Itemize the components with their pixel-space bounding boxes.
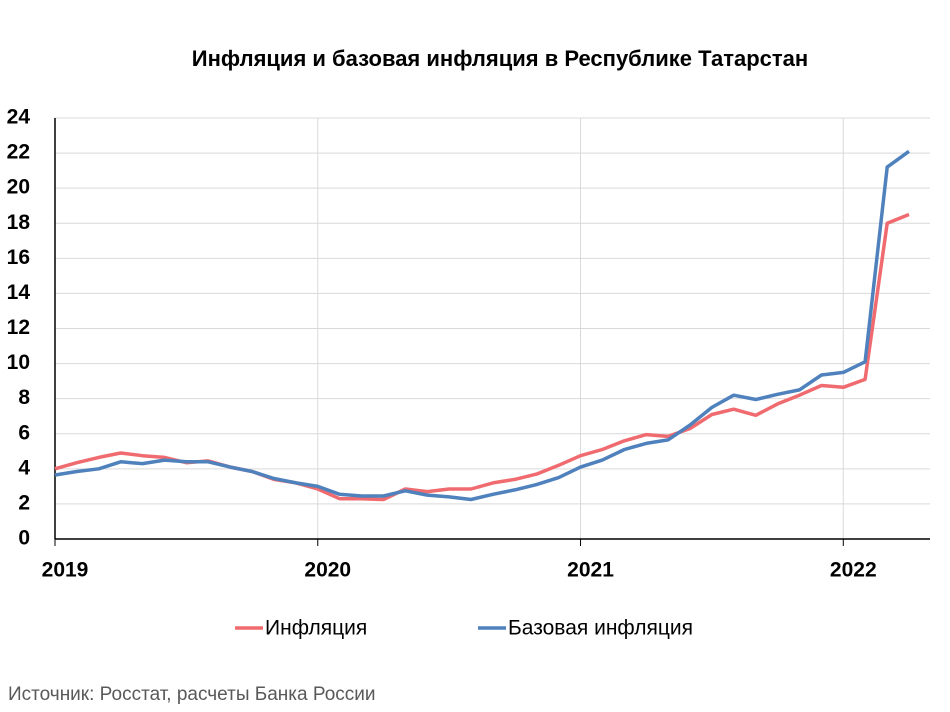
- chart-title: Инфляция и базовая инфляция в Республике…: [192, 46, 808, 71]
- legend-label: Базовая инфляция: [508, 617, 693, 640]
- y-tick-label: 4: [18, 456, 30, 479]
- y-tick-label: 2: [18, 491, 30, 514]
- y-tick-label: 22: [7, 141, 30, 164]
- y-tick-label: 6: [18, 421, 30, 444]
- y-tick-label: 16: [7, 246, 30, 269]
- legend-label: Инфляция: [265, 617, 367, 640]
- x-tick-label: 2019: [42, 559, 89, 582]
- y-tick-label: 12: [7, 316, 30, 339]
- y-tick-label: 18: [7, 211, 31, 234]
- y-tick-label: 24: [7, 106, 31, 129]
- x-tick-label: 2020: [304, 559, 351, 582]
- y-tick-label: 0: [18, 527, 30, 550]
- data-line: [54, 149, 911, 502]
- y-tick-label: 8: [18, 386, 30, 409]
- source-note: Источник: Росстат, расчеты Банка России: [8, 684, 376, 705]
- y-tick-label: 20: [7, 176, 30, 199]
- x-tick-label: 2021: [567, 559, 614, 582]
- y-tick-label: 10: [7, 351, 30, 374]
- x-tick-label: 2022: [830, 559, 877, 582]
- y-tick-label: 14: [7, 281, 31, 304]
- data-line: [54, 212, 910, 502]
